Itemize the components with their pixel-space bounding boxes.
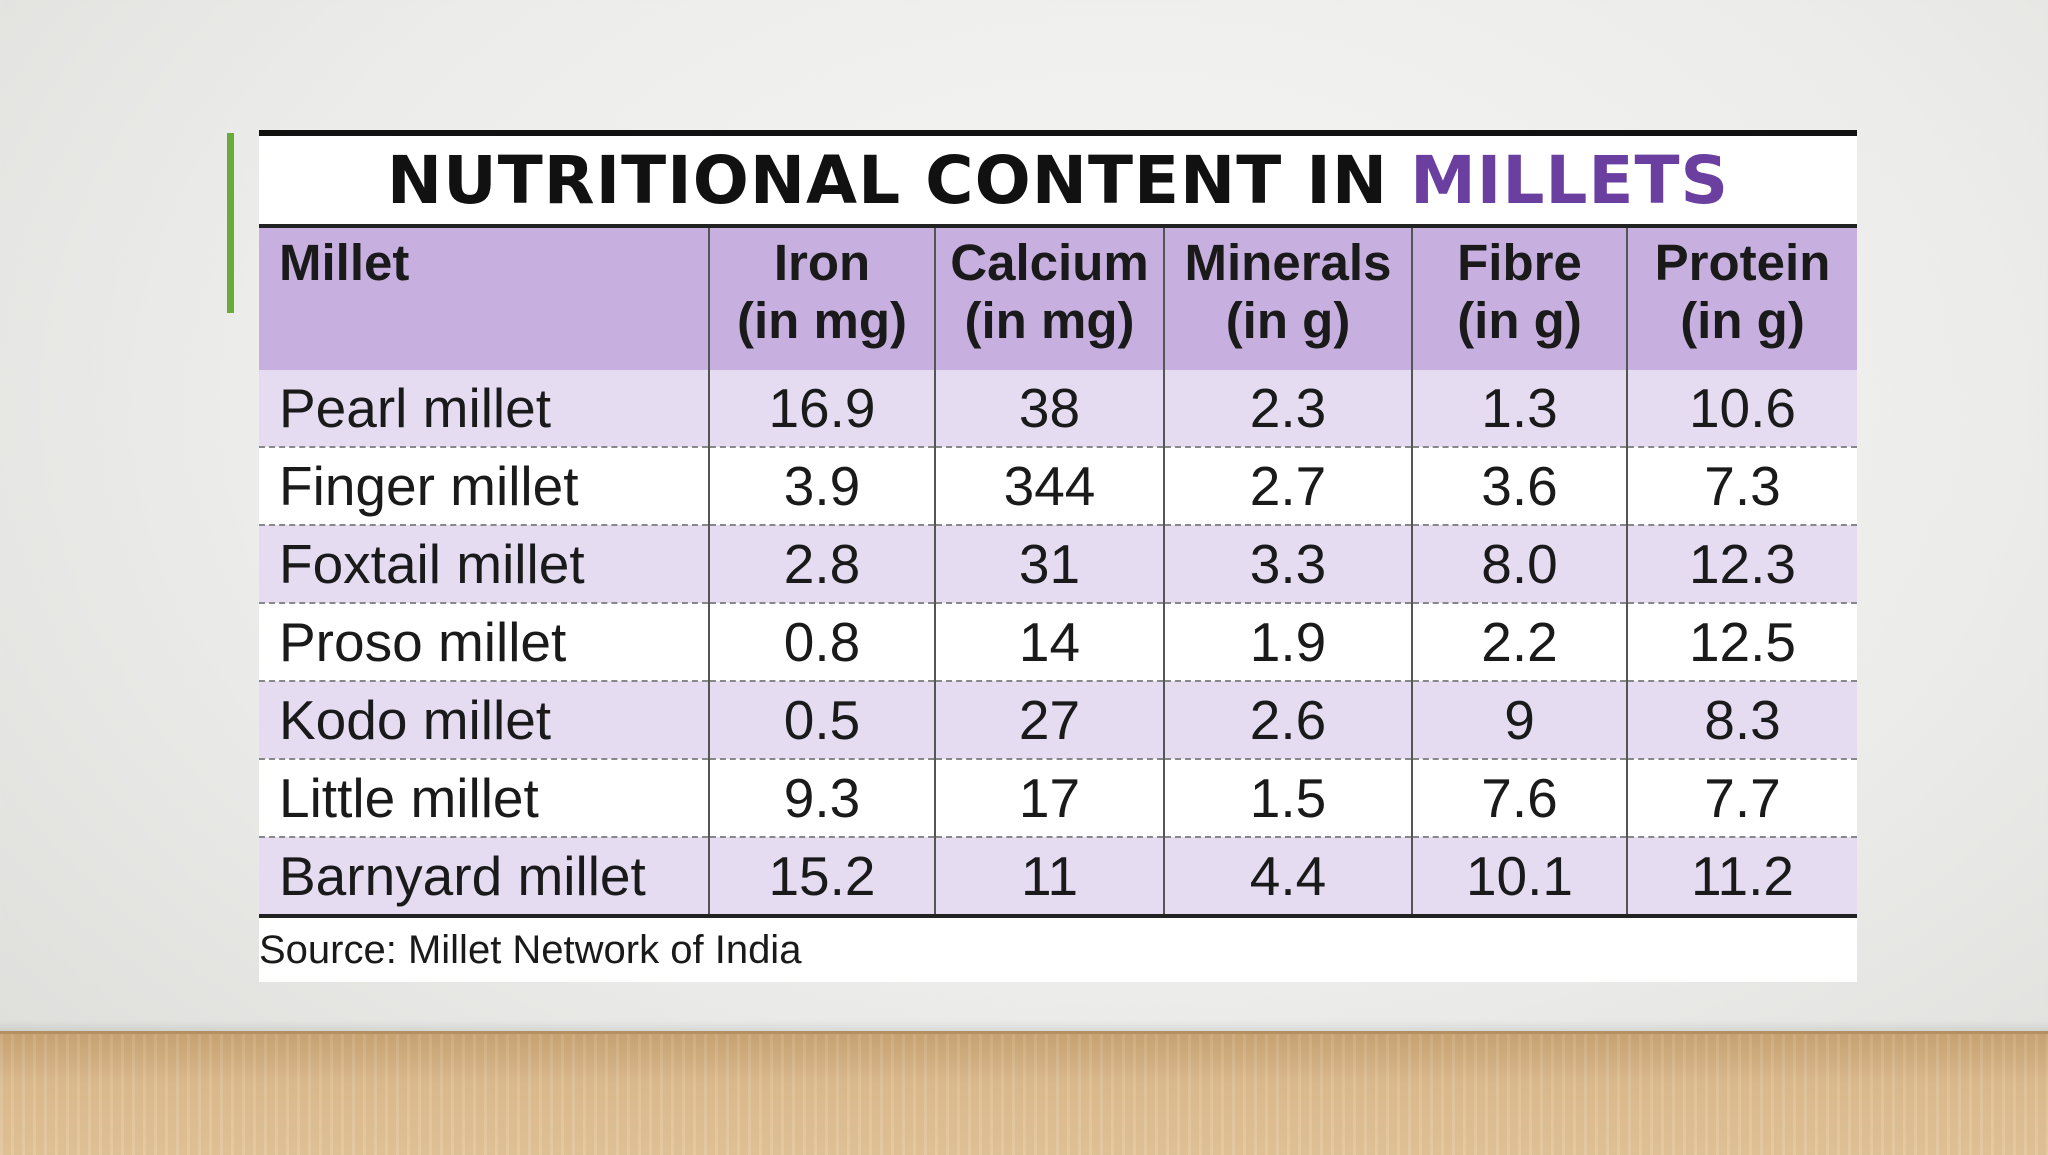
header-calcium: Calcium (in mg) xyxy=(934,226,1164,370)
cell-calcium: 17 xyxy=(934,759,1164,838)
cell-iron: 2.8 xyxy=(708,525,935,604)
header-millet: Millet xyxy=(259,226,709,370)
cell-millet: Little millet xyxy=(259,759,709,838)
cell-calcium: 11 xyxy=(934,837,1164,916)
cell-millet: Foxtail millet xyxy=(259,525,709,604)
cell-calcium: 344 xyxy=(934,447,1164,526)
header-unit: (in g) xyxy=(1680,292,1805,349)
cell-iron: 0.5 xyxy=(708,681,935,760)
table-row: Foxtail millet 2.8 31 3.3 8.0 12.3 xyxy=(259,525,1857,604)
header-protein: Protein (in g) xyxy=(1626,226,1857,370)
cell-minerals: 2.6 xyxy=(1163,681,1412,760)
cell-protein: 11.2 xyxy=(1626,837,1857,916)
table-row: Little millet 9.3 17 1.5 7.6 7.7 xyxy=(259,759,1857,838)
cell-protein: 7.7 xyxy=(1626,759,1857,838)
cell-minerals: 1.5 xyxy=(1163,759,1412,838)
header-label: Calcium xyxy=(950,234,1149,291)
cell-calcium: 38 xyxy=(934,370,1164,448)
source-note: Source: Millet Network of India xyxy=(259,928,802,972)
table-title: NUTRITIONAL CONTENT IN MILLETS xyxy=(259,136,1857,224)
header-iron: Iron (in mg) xyxy=(708,226,935,370)
header-fibre: Fibre (in g) xyxy=(1411,226,1627,370)
header-minerals: Minerals (in g) xyxy=(1163,226,1412,370)
cell-millet: Kodo millet xyxy=(259,681,709,760)
cell-iron: 9.3 xyxy=(708,759,935,838)
table-row: Finger millet 3.9 344 2.7 3.6 7.3 xyxy=(259,447,1857,526)
cell-iron: 0.8 xyxy=(708,603,935,682)
header-row: Millet Iron (in mg) Calcium (in mg) Mine… xyxy=(259,226,1857,370)
cell-fibre: 1.3 xyxy=(1411,370,1627,448)
cell-minerals: 4.4 xyxy=(1163,837,1412,916)
cell-fibre: 3.6 xyxy=(1411,447,1627,526)
cell-protein: 10.6 xyxy=(1626,370,1857,448)
cell-iron: 16.9 xyxy=(708,370,935,448)
cell-iron: 15.2 xyxy=(708,837,935,916)
cell-minerals: 2.3 xyxy=(1163,370,1412,448)
header-unit: (in mg) xyxy=(964,292,1135,349)
wood-floor-background xyxy=(0,1031,2048,1155)
slide-bottom-shadow xyxy=(0,1020,2048,1032)
header-label: Fibre xyxy=(1457,234,1582,291)
cell-calcium: 31 xyxy=(934,525,1164,604)
top-rule xyxy=(259,130,1857,136)
cell-minerals: 3.3 xyxy=(1163,525,1412,604)
cell-millet: Pearl millet xyxy=(259,370,709,448)
title-main: NUTRITIONAL CONTENT IN xyxy=(386,141,1389,219)
slide-accent-bar xyxy=(227,133,234,313)
header-label: Protein xyxy=(1654,234,1831,291)
title-accent: MILLETS xyxy=(1410,141,1730,219)
header-label: Iron xyxy=(773,234,871,291)
cell-fibre: 10.1 xyxy=(1411,837,1627,916)
cell-fibre: 8.0 xyxy=(1411,525,1627,604)
cell-millet: Barnyard millet xyxy=(259,837,709,916)
header-unit: (in mg) xyxy=(737,292,907,349)
cell-protein: 7.3 xyxy=(1626,447,1857,526)
cell-fibre: 2.2 xyxy=(1411,603,1627,682)
cell-iron: 3.9 xyxy=(708,447,935,526)
table-row: Kodo millet 0.5 27 2.6 9 8.3 xyxy=(259,681,1857,760)
nutrition-table: Millet Iron (in mg) Calcium (in mg) Mine… xyxy=(259,224,1857,918)
cell-protein: 12.3 xyxy=(1626,525,1857,604)
table-row: Barnyard millet 15.2 11 4.4 10.1 11.2 xyxy=(259,837,1857,916)
cell-minerals: 2.7 xyxy=(1163,447,1412,526)
cell-fibre: 9 xyxy=(1411,681,1627,760)
table-row: Proso millet 0.8 14 1.9 2.2 12.5 xyxy=(259,603,1857,682)
cell-minerals: 1.9 xyxy=(1163,603,1412,682)
header-unit: (in g) xyxy=(1225,292,1351,349)
header-label: Millet xyxy=(279,234,410,291)
cell-fibre: 7.6 xyxy=(1411,759,1627,838)
cell-protein: 8.3 xyxy=(1626,681,1857,760)
cell-millet: Proso millet xyxy=(259,603,709,682)
header-label: Minerals xyxy=(1184,234,1392,291)
nutrition-table-card: NUTRITIONAL CONTENT IN MILLETS Millet Ir… xyxy=(259,130,1857,982)
cell-calcium: 27 xyxy=(934,681,1164,760)
header-unit: (in g) xyxy=(1457,292,1582,349)
cell-protein: 12.5 xyxy=(1626,603,1857,682)
table-row: Pearl millet 16.9 38 2.3 1.3 10.6 xyxy=(259,370,1857,448)
cell-calcium: 14 xyxy=(934,603,1164,682)
cell-millet: Finger millet xyxy=(259,447,709,526)
